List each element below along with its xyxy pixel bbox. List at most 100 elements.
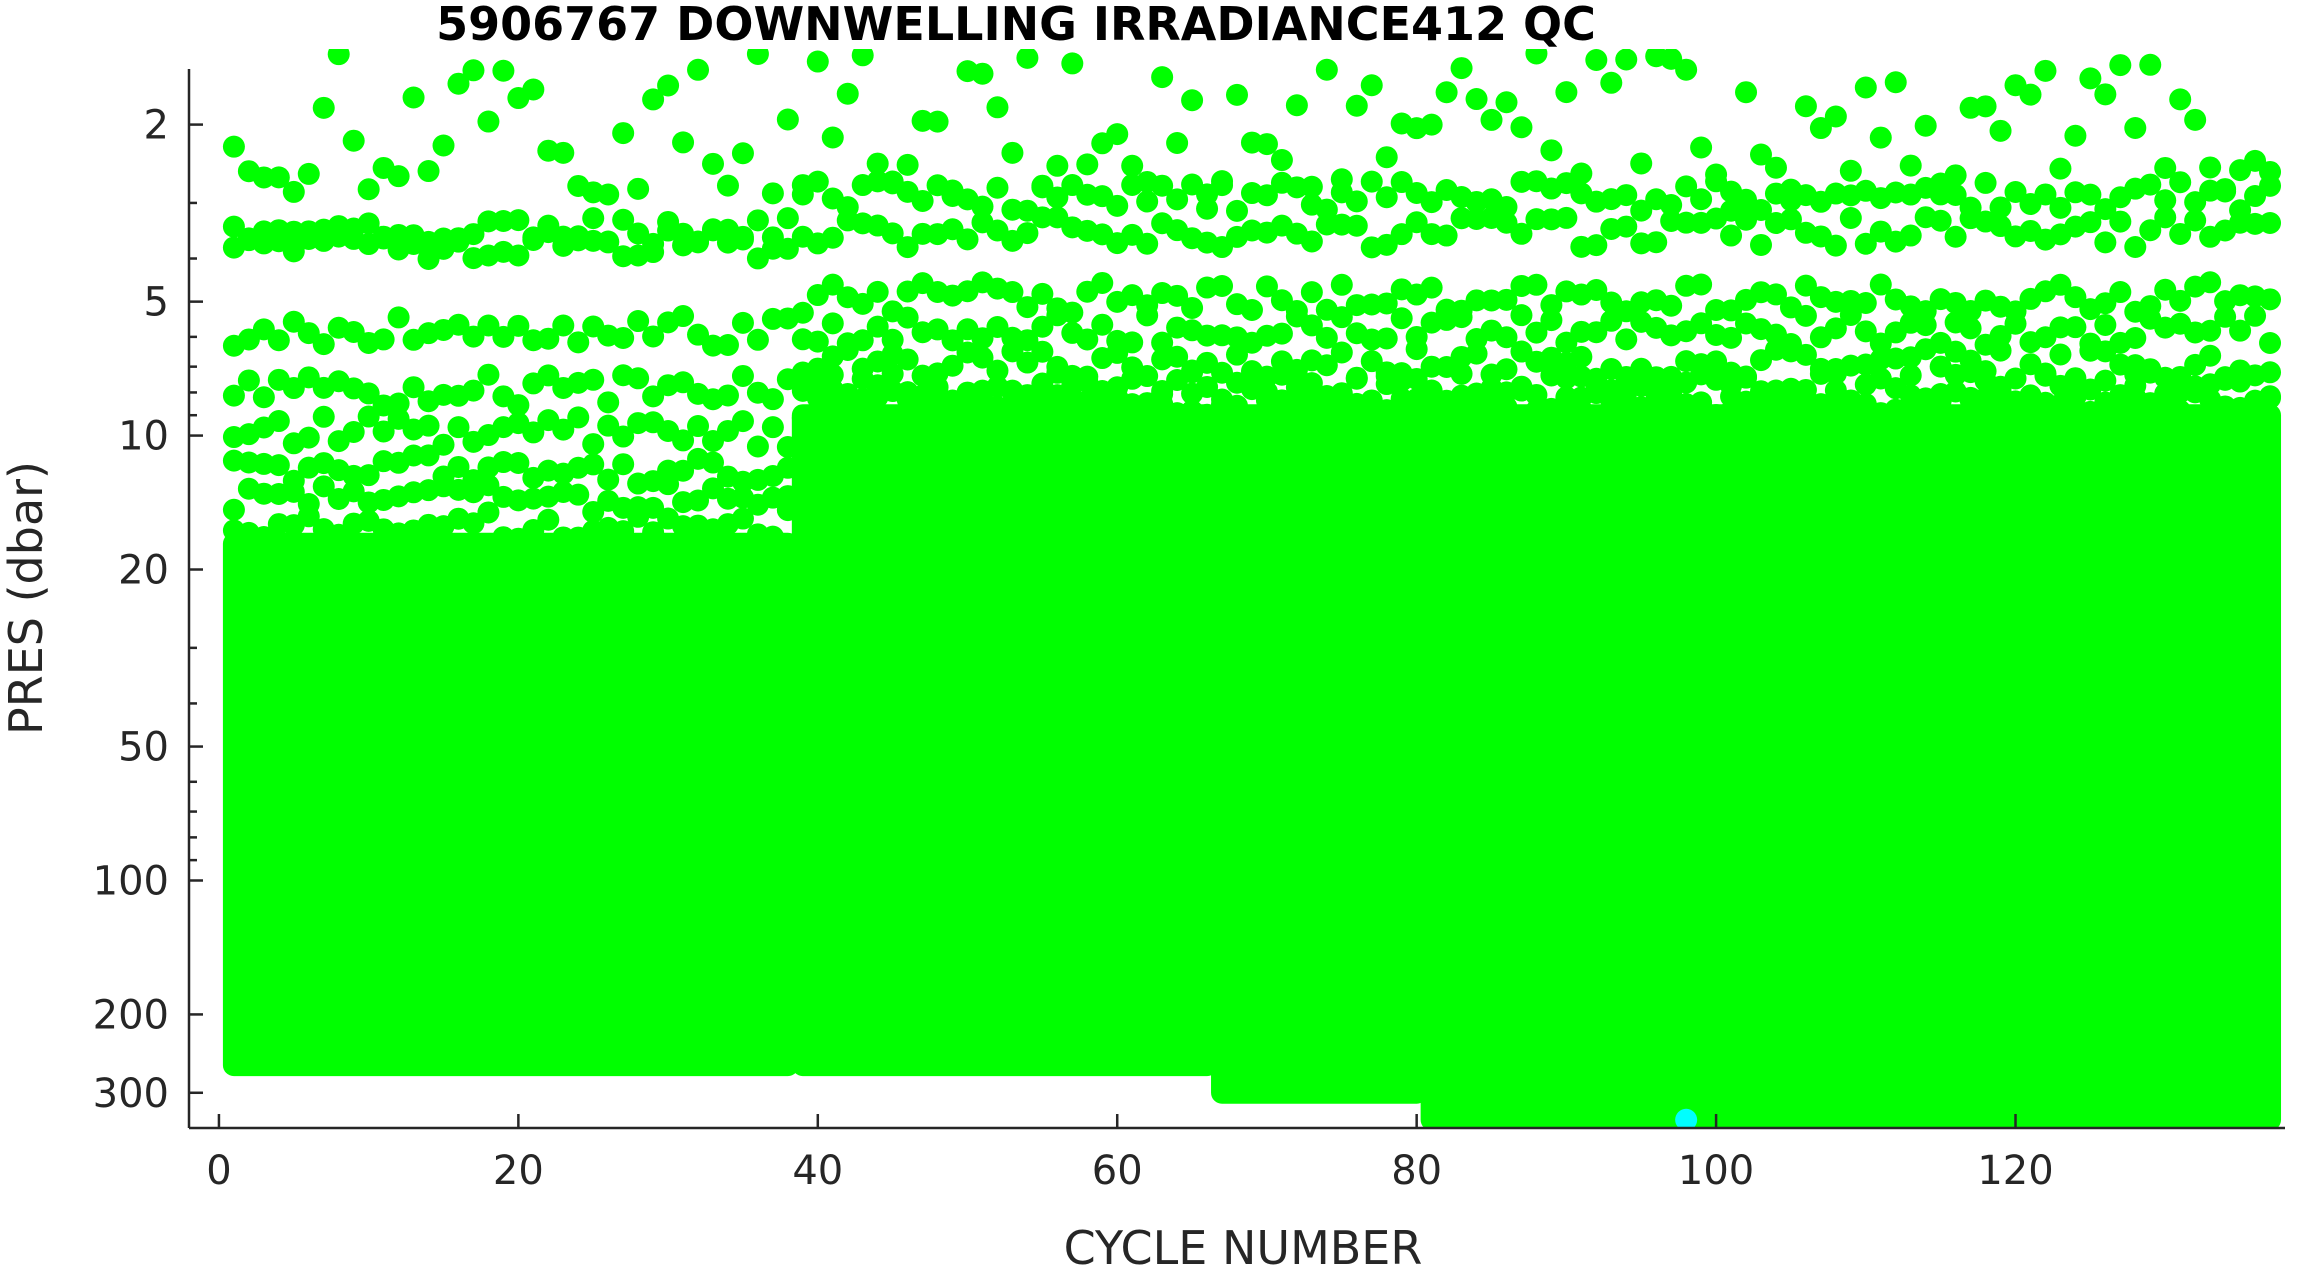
data-point — [776, 436, 799, 459]
data-point — [1226, 199, 1248, 222]
data-point — [1735, 365, 1758, 388]
data-point — [1720, 326, 1743, 349]
data-point — [1824, 105, 1847, 128]
data-point — [282, 480, 305, 503]
data-point — [1181, 296, 1204, 319]
data-point — [1166, 188, 1189, 211]
data-point — [1600, 71, 1623, 94]
data-point — [1929, 209, 1952, 232]
data-point — [1690, 136, 1713, 159]
data-point — [1136, 190, 1159, 213]
data-point — [282, 310, 305, 333]
data-point — [552, 418, 575, 441]
data-point — [836, 82, 859, 105]
data-point — [821, 126, 844, 149]
data-point — [507, 452, 530, 475]
data-point — [1570, 162, 1593, 185]
data-point — [327, 523, 350, 546]
data-point — [642, 88, 665, 111]
data-point — [222, 135, 245, 158]
data-point — [1585, 234, 1608, 257]
dense-data-block — [222, 532, 799, 1077]
data-point — [1585, 278, 1608, 301]
data-point — [881, 222, 904, 245]
data-point — [252, 525, 275, 548]
data-point — [1645, 231, 1668, 254]
data-point — [522, 78, 545, 101]
data-point — [582, 368, 605, 391]
y-tick-label: 5 — [144, 280, 169, 326]
data-point — [1989, 196, 2012, 219]
data-point — [507, 209, 530, 232]
data-point — [1091, 313, 1114, 336]
data-point — [1211, 275, 1234, 298]
data-point — [2064, 316, 2087, 339]
data-point — [1570, 345, 1593, 368]
data-point — [746, 435, 769, 458]
data-point — [1196, 375, 1219, 398]
data-point — [1764, 283, 1787, 306]
data-point — [896, 236, 919, 259]
y-tick-label: 10 — [118, 414, 169, 460]
data-point — [971, 346, 994, 369]
data-point — [1360, 74, 1383, 97]
data-point — [537, 327, 560, 350]
data-point — [2259, 174, 2282, 197]
data-point — [657, 74, 680, 97]
axes — [187, 69, 2285, 1130]
data-point — [1660, 294, 1683, 317]
data-point — [1450, 362, 1473, 385]
data-point — [1031, 315, 1054, 338]
x-tick-label: 80 — [1391, 1148, 1442, 1194]
data-point — [1435, 81, 1458, 104]
data-point — [2184, 209, 2207, 232]
data-point — [1974, 95, 1997, 118]
data-point — [537, 508, 560, 531]
data-point — [507, 314, 530, 337]
data-point — [1285, 94, 1308, 117]
y-ticks: 2 5 10 20 50 100 200 300 — [93, 103, 203, 1117]
data-point — [896, 348, 919, 371]
data-point — [1450, 306, 1473, 329]
data-point — [282, 240, 305, 263]
data-point — [297, 162, 320, 185]
data-point — [2049, 157, 2072, 180]
data-point — [1196, 197, 1219, 220]
data-point — [1121, 154, 1144, 177]
data-point — [2214, 305, 2237, 328]
data-point — [1750, 233, 1772, 256]
data-point — [657, 473, 680, 496]
data-point — [1660, 194, 1683, 217]
data-point — [866, 280, 889, 303]
data-point — [2154, 156, 2177, 179]
data-point — [1091, 271, 1114, 294]
data-point — [387, 165, 410, 188]
data-point — [1330, 306, 1353, 329]
data-point — [612, 520, 635, 543]
x-tick-label: 0 — [206, 1148, 231, 1194]
data-point — [1525, 383, 1548, 406]
data-point — [447, 313, 470, 336]
data-point — [1630, 405, 1653, 428]
data-point — [1794, 343, 1817, 366]
data-point — [1136, 232, 1159, 255]
data-point — [1300, 314, 1323, 337]
data-point — [447, 72, 470, 95]
data-point — [1016, 222, 1039, 245]
data-point — [672, 305, 695, 328]
data-point — [1675, 58, 1698, 81]
data-point — [687, 230, 710, 253]
data-point — [642, 521, 665, 544]
data-point — [1764, 156, 1787, 179]
data-point — [1420, 276, 1443, 299]
data-point — [1989, 119, 2012, 142]
data-point — [627, 367, 650, 390]
data-point — [2184, 191, 2207, 214]
data-point — [477, 474, 500, 497]
data-point — [267, 166, 290, 189]
data-point — [1151, 66, 1174, 89]
x-tick-label: 20 — [493, 1148, 544, 1194]
data-point — [1315, 354, 1338, 377]
data-point — [612, 453, 635, 476]
